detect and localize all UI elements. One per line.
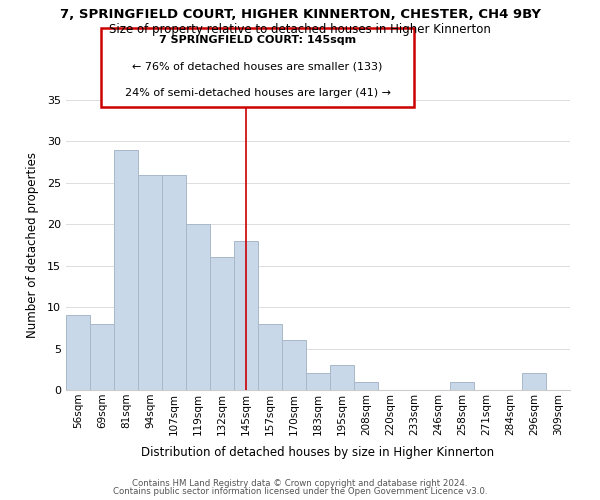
Text: ← 76% of detached houses are smaller (133): ← 76% of detached houses are smaller (13…	[133, 62, 383, 72]
Text: Size of property relative to detached houses in Higher Kinnerton: Size of property relative to detached ho…	[109, 22, 491, 36]
Bar	[186, 224, 210, 390]
Y-axis label: Number of detached properties: Number of detached properties	[26, 152, 38, 338]
FancyBboxPatch shape	[101, 28, 414, 108]
Bar	[114, 150, 138, 390]
X-axis label: Distribution of detached houses by size in Higher Kinnerton: Distribution of detached houses by size …	[142, 446, 494, 459]
Bar	[522, 374, 546, 390]
Bar	[354, 382, 378, 390]
Bar	[258, 324, 282, 390]
Text: 7 SPRINGFIELD COURT: 145sqm: 7 SPRINGFIELD COURT: 145sqm	[159, 36, 356, 46]
Text: 24% of semi-detached houses are larger (41) →: 24% of semi-detached houses are larger (…	[125, 88, 391, 98]
Bar	[138, 174, 162, 390]
Bar	[210, 258, 234, 390]
Bar	[66, 316, 90, 390]
Bar	[306, 374, 330, 390]
Text: Contains HM Land Registry data © Crown copyright and database right 2024.: Contains HM Land Registry data © Crown c…	[132, 478, 468, 488]
Bar	[90, 324, 114, 390]
Bar	[450, 382, 474, 390]
Bar	[162, 174, 186, 390]
Bar	[234, 241, 258, 390]
Bar	[330, 365, 354, 390]
Bar	[282, 340, 306, 390]
Text: 7, SPRINGFIELD COURT, HIGHER KINNERTON, CHESTER, CH4 9BY: 7, SPRINGFIELD COURT, HIGHER KINNERTON, …	[59, 8, 541, 20]
Text: Contains public sector information licensed under the Open Government Licence v3: Contains public sector information licen…	[113, 487, 487, 496]
